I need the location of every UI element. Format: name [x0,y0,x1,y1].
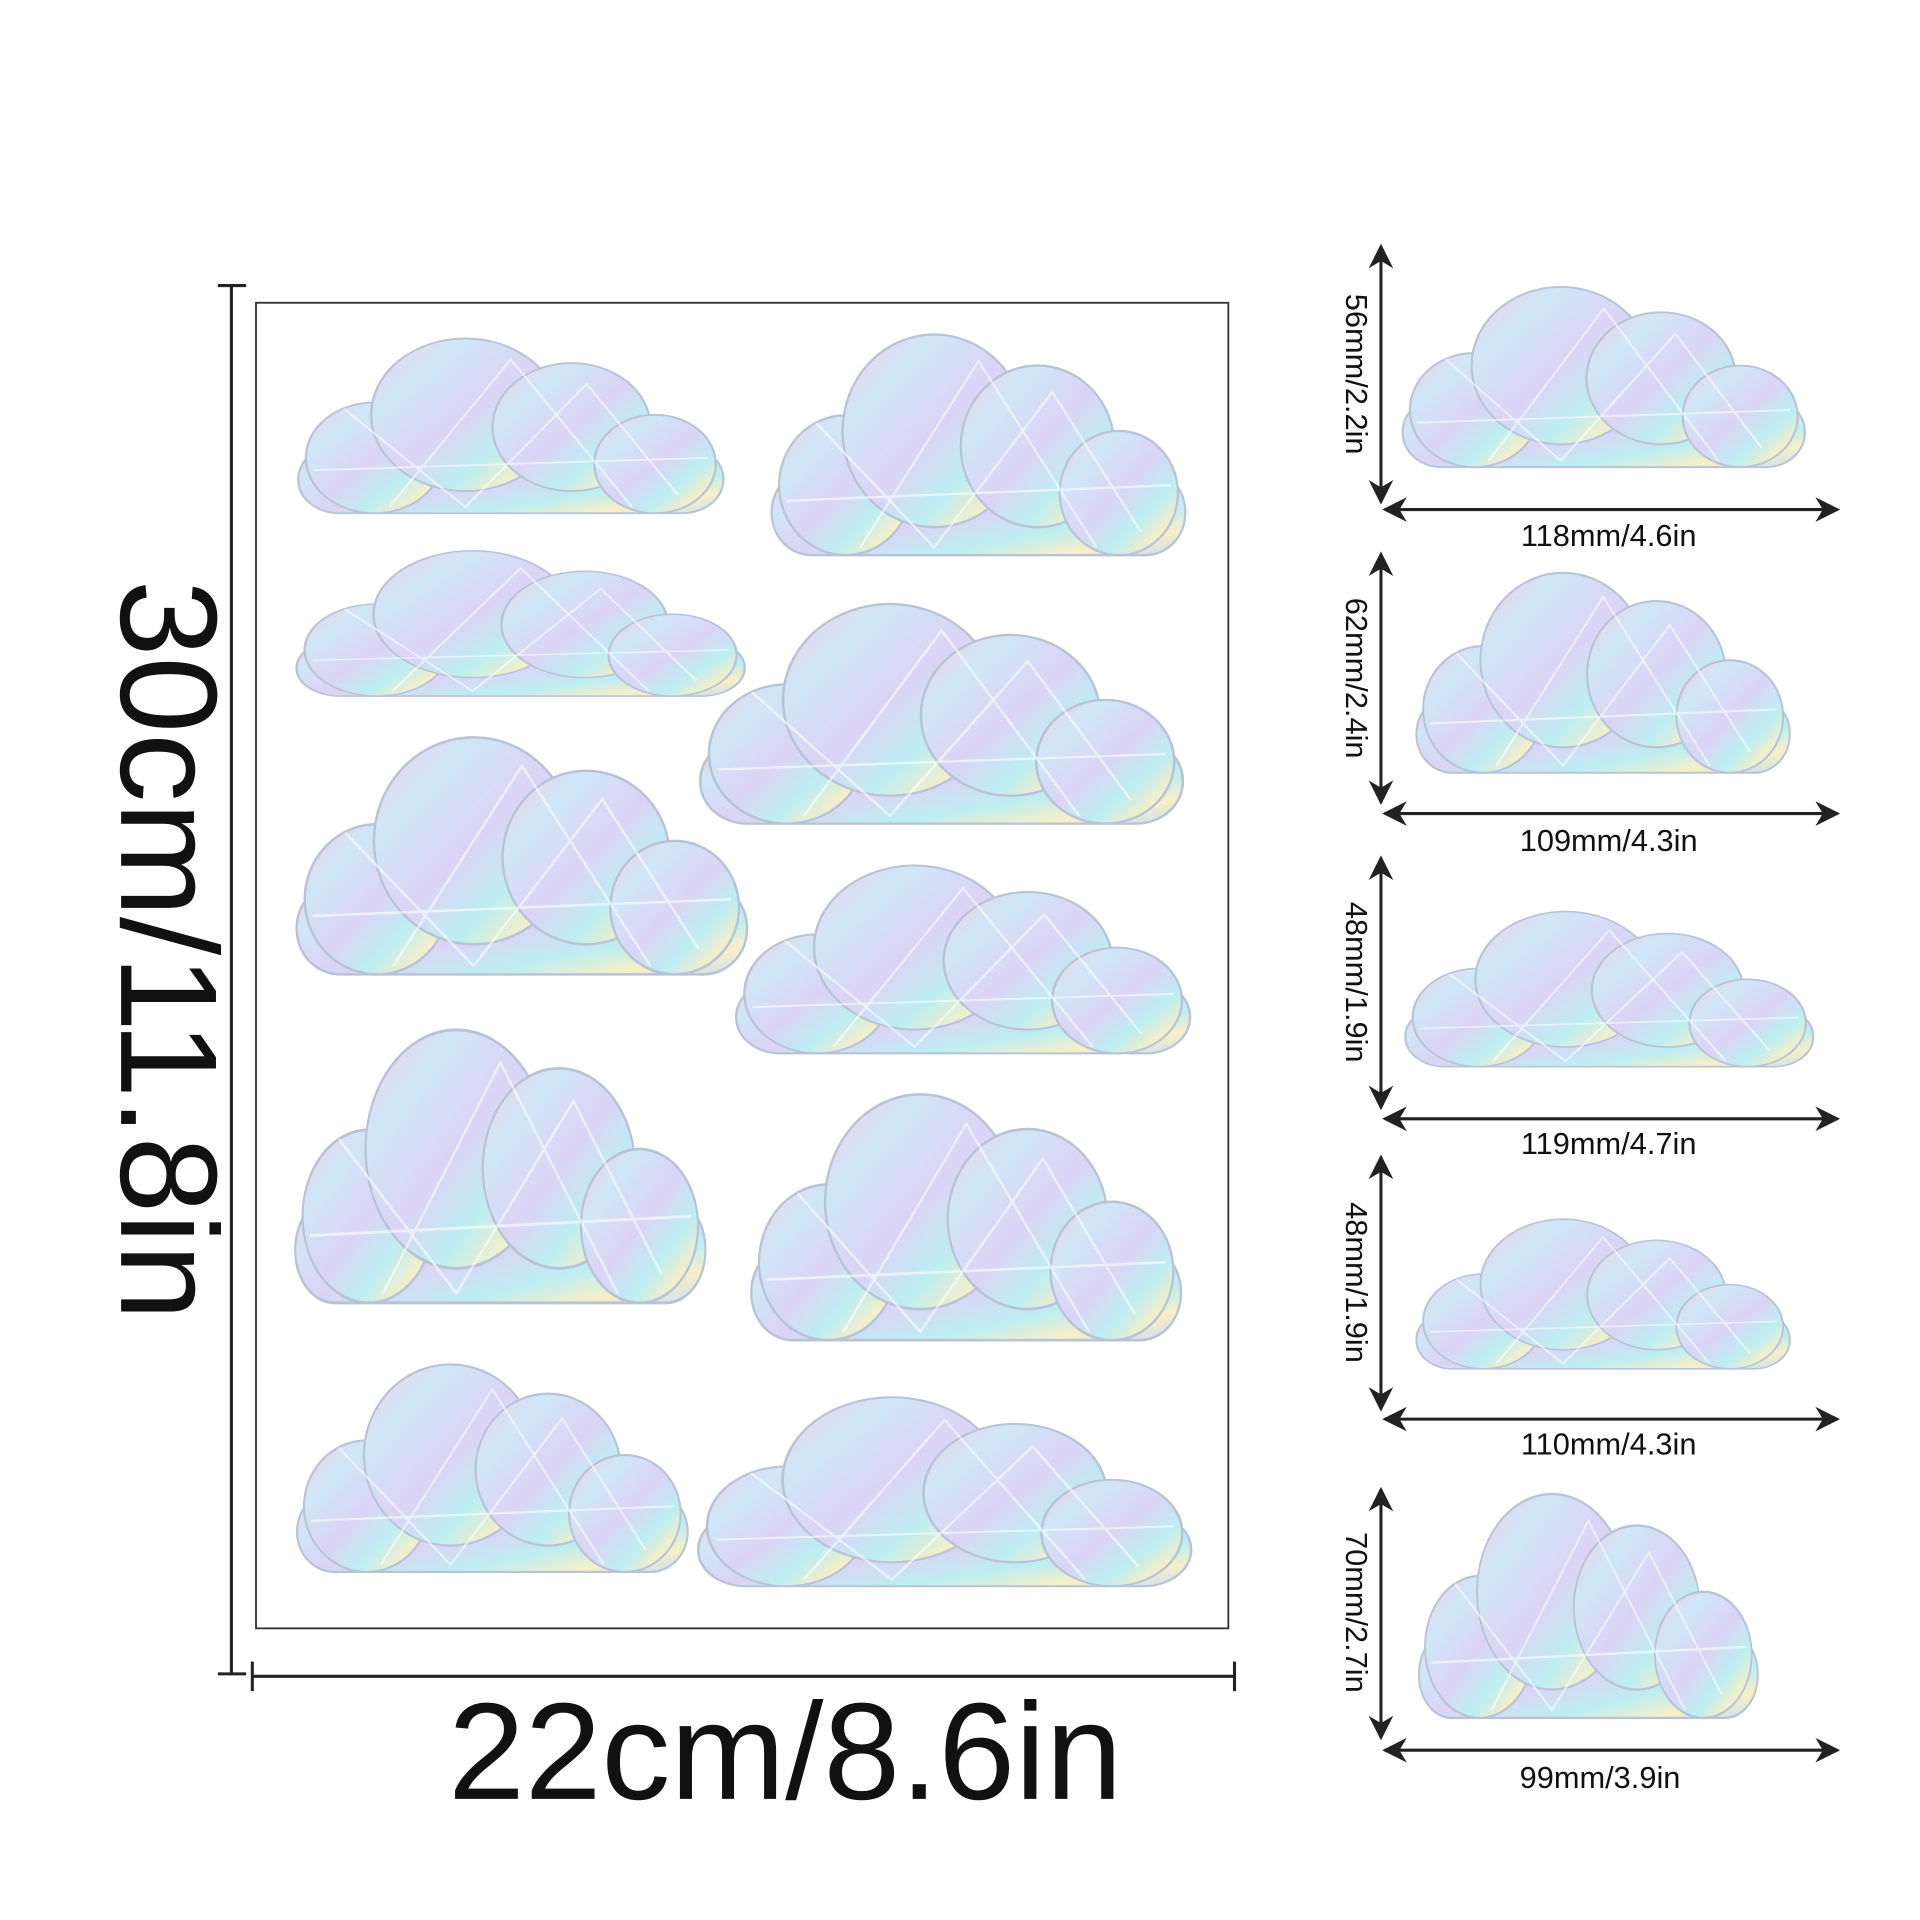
sheet-dimensions: 30cm/11.8in 22cm/8.6in [91,284,1237,1829]
sheet-stickers [293,333,1193,1588]
layout: 30cm/11.8in 22cm/8.6in 56mm/2.2in 118mm/… [91,243,1841,1829]
item-3: 48mm/1.9in 119mm/4.7in [1339,855,1841,1161]
sticker [293,1028,707,1305]
sticker [1417,1492,1759,1720]
height-label: 62mm/2.4in [1339,598,1374,759]
sticker [696,1395,1193,1588]
sticker [735,864,1192,1055]
width-label: 110mm/4.3in [1521,1426,1697,1461]
sticker [1401,285,1806,469]
height-label: 48mm/1.9in [1339,1202,1374,1363]
item-2: 62mm/2.4in 109mm/4.3in [1339,551,1841,858]
width-label: 109mm/4.3in [1520,823,1698,858]
sheet-outline [255,301,1230,1630]
height-label: 48mm/1.9in [1339,902,1374,1063]
item-1: 56mm/2.2in 118mm/4.6in [1339,243,1841,553]
sticker [295,549,746,698]
item-5: 70mm/2.7in 99mm/3.9in [1339,1486,1841,1795]
sheet-height-label: 30cm/11.8in [91,580,245,1321]
item-4: 48mm/1.9in 110mm/4.3in [1339,1154,1841,1461]
sticker [295,1363,689,1574]
width-label: 99mm/3.9in [1520,1760,1681,1795]
sheet-width-label: 22cm/8.6in [448,1675,1122,1829]
sticker [699,602,1185,825]
sticker [770,333,1187,557]
sticker [297,337,725,515]
height-label: 70mm/2.7in [1339,1532,1374,1693]
height-label: 56mm/2.2in [1339,294,1374,455]
sticker [750,1093,1183,1342]
sticker [1415,571,1791,774]
width-label: 119mm/4.7in [1521,1126,1697,1161]
width-label: 118mm/4.6in [1521,518,1697,553]
sticker [1415,1218,1791,1370]
sticker [295,736,749,976]
sticker [1404,910,1815,1068]
